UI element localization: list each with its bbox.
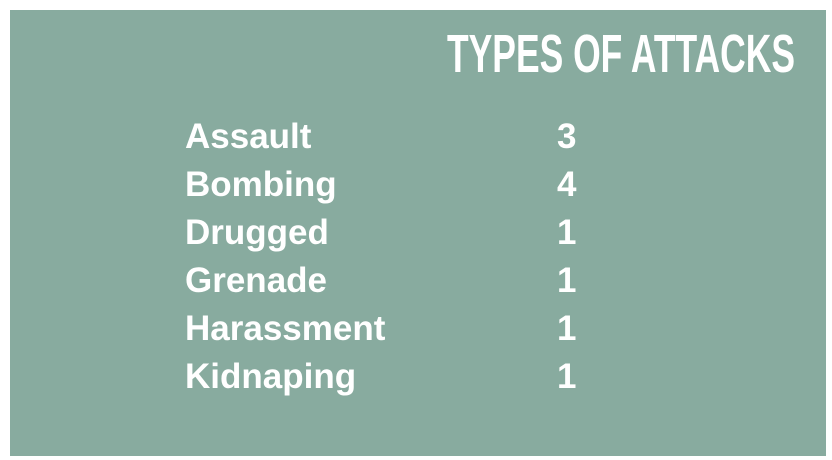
title: TYPES OF ATTACKS — [447, 24, 795, 84]
attack-count: 4 — [557, 165, 577, 204]
attack-count: 1 — [557, 261, 576, 300]
attack-type: Harassment — [185, 309, 386, 348]
attack-type: Grenade — [185, 261, 327, 300]
panel — [10, 10, 826, 456]
attack-count: 1 — [557, 357, 576, 396]
attack-type: Kidnaping — [185, 357, 356, 396]
attack-count: 1 — [557, 213, 576, 252]
attack-count: 3 — [557, 117, 576, 156]
attack-type: Drugged — [185, 213, 329, 252]
attack-type: Bombing — [185, 165, 337, 204]
attack-type: Assault — [185, 117, 312, 156]
attack-count: 1 — [557, 309, 576, 348]
